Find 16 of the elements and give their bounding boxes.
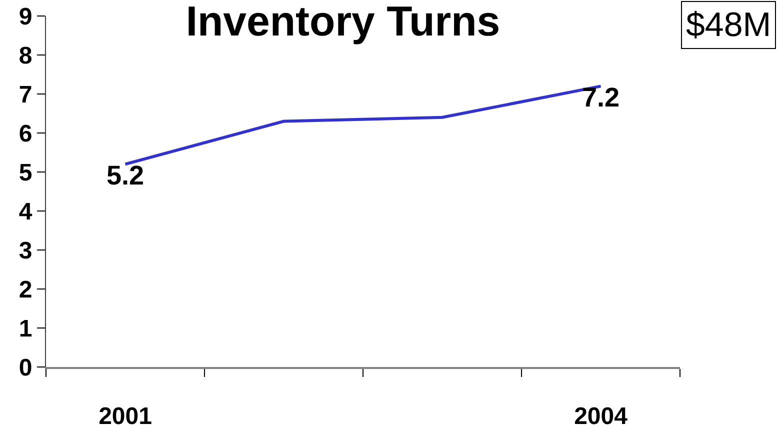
y-tick-label: 9	[18, 3, 32, 30]
x-tick-label: 2001	[98, 402, 152, 426]
y-tick-label: 8	[18, 42, 32, 70]
x-tick-label: 2004	[574, 402, 628, 426]
y-tick-label: 0	[18, 354, 32, 382]
data-label: 5.2	[106, 160, 144, 190]
y-tick-label: 7	[18, 81, 32, 108]
y-tick-label: 5	[18, 159, 32, 186]
chart-title: Inventory Turns	[186, 0, 500, 45]
data-label: 7.2	[582, 82, 620, 112]
y-tick-label: 3	[18, 237, 32, 264]
y-tick-label: 6	[18, 120, 32, 148]
y-tick-label: 2	[18, 276, 32, 304]
y-tick-label: 4	[18, 198, 33, 226]
y-tick-label: 1	[18, 315, 32, 342]
text: $48M	[686, 6, 772, 44]
